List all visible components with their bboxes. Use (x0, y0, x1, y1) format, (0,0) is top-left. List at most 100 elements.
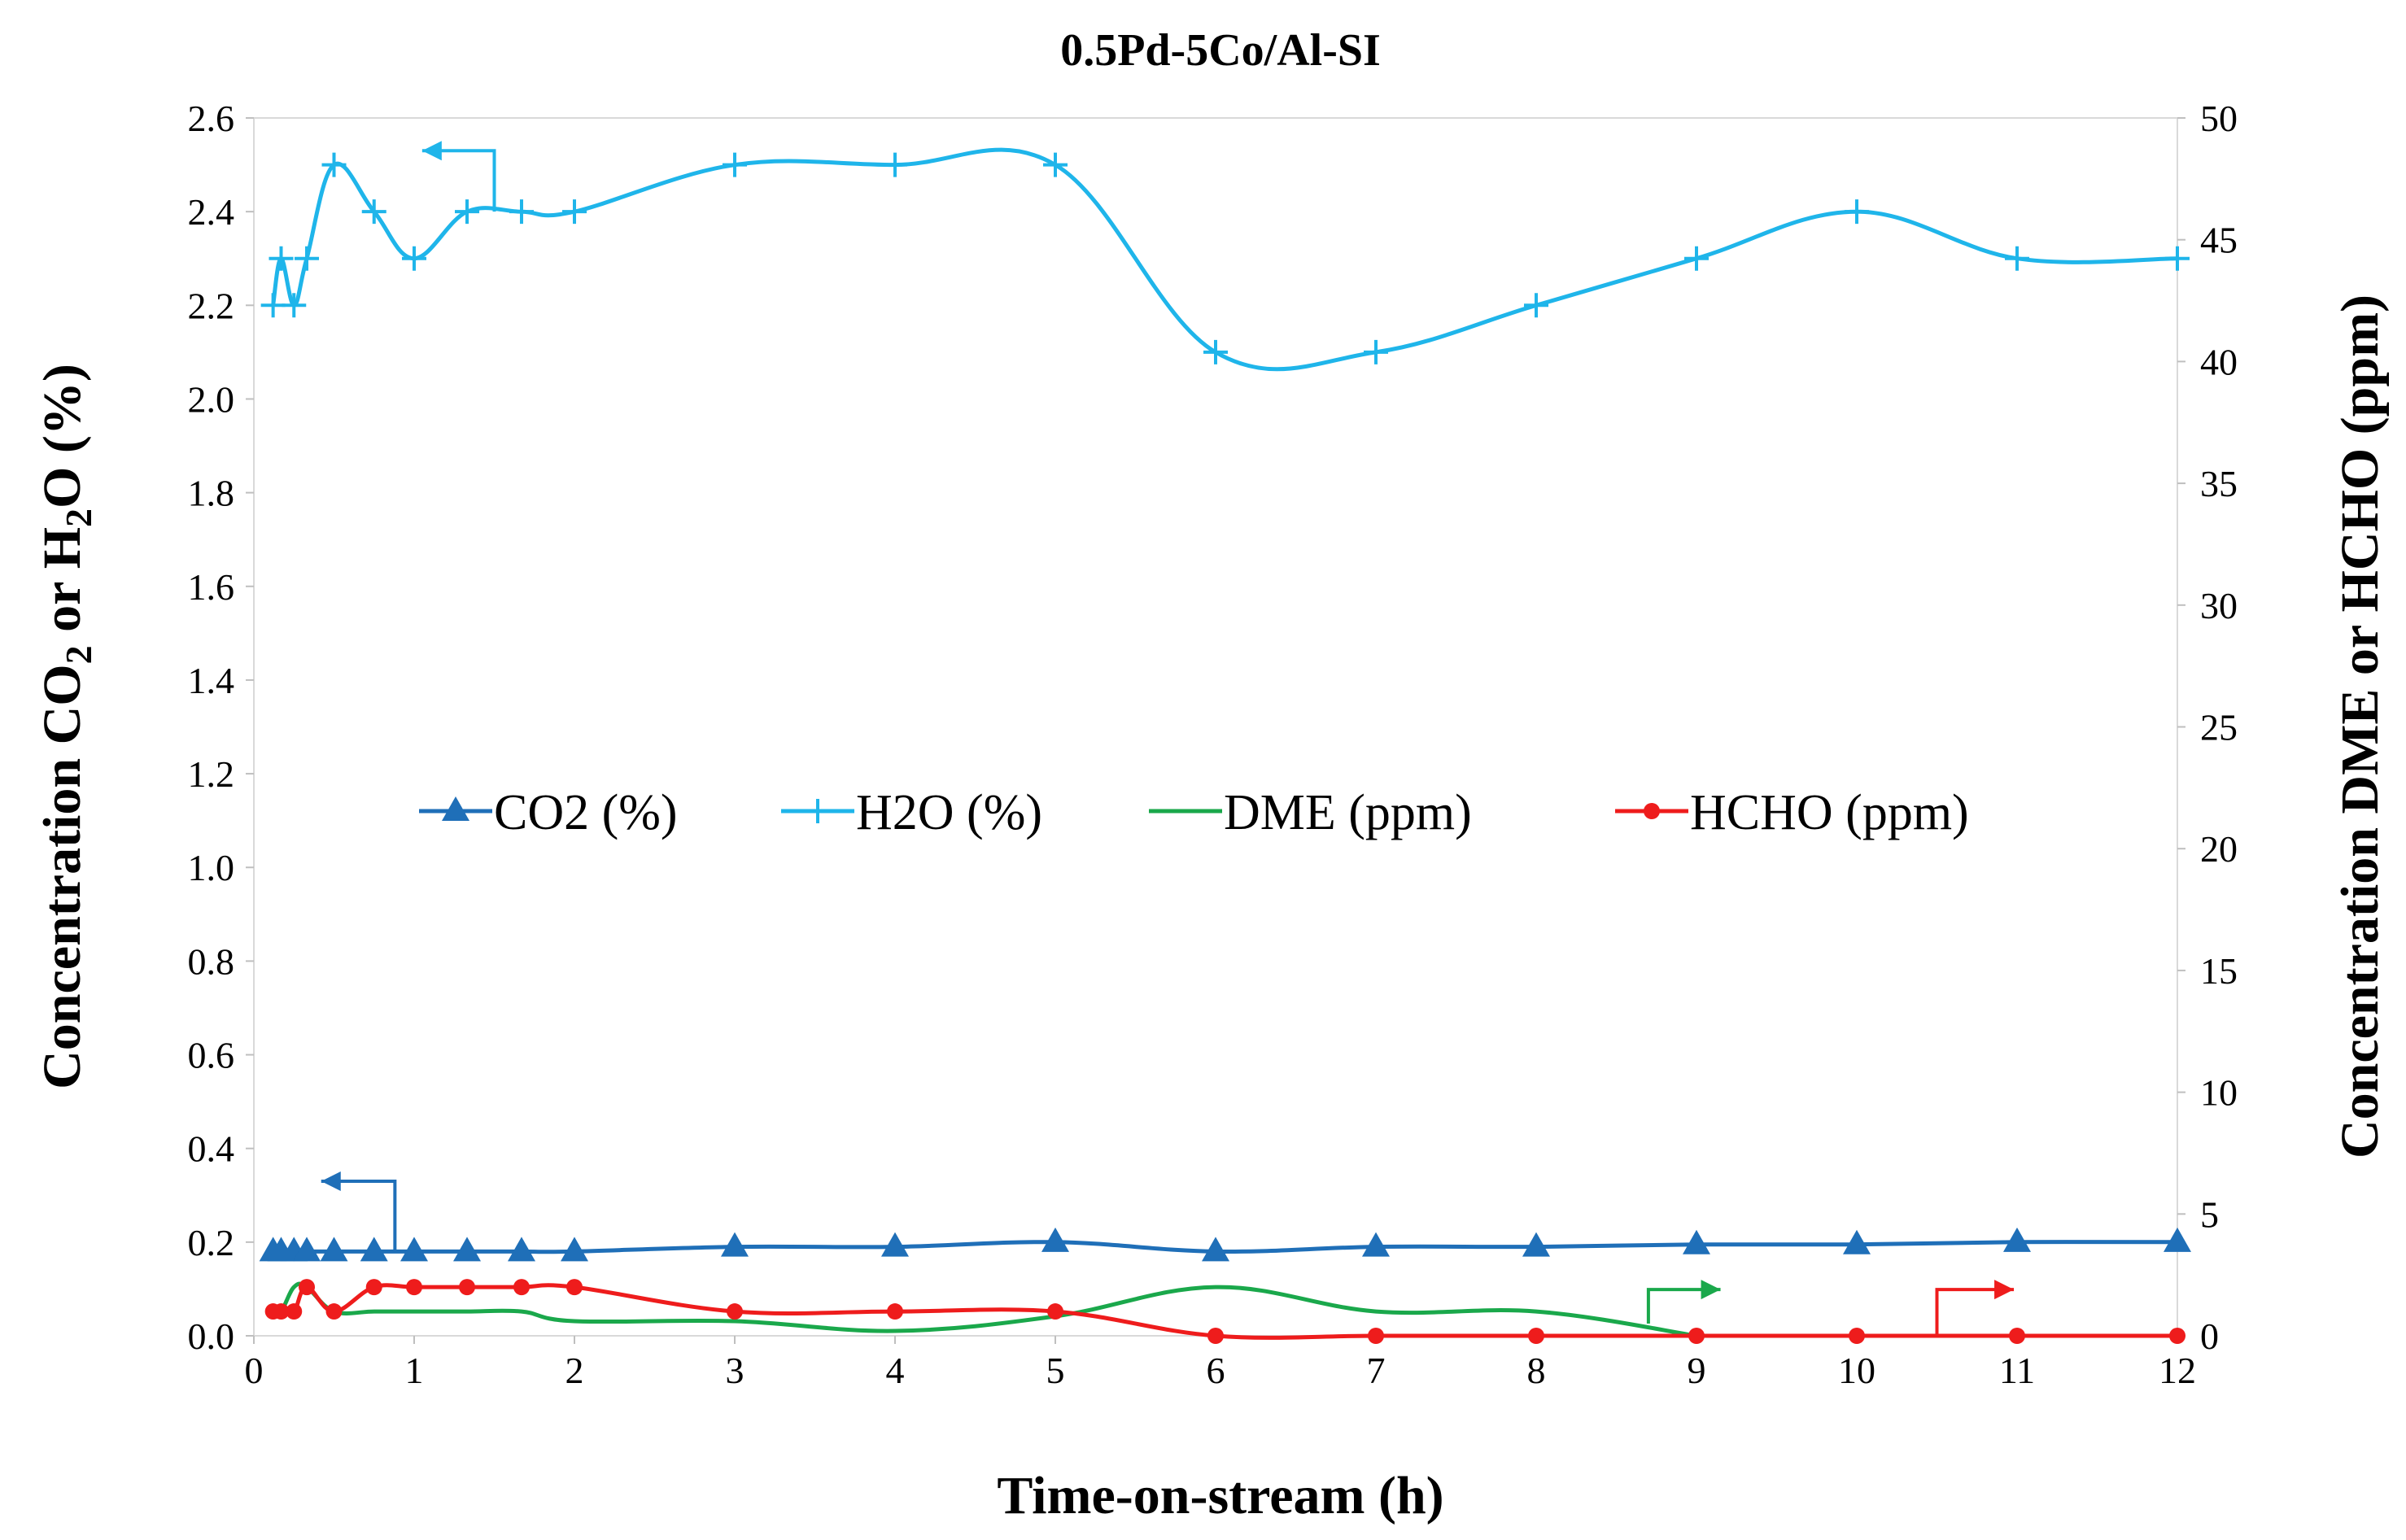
data-point (402, 246, 426, 271)
arrow-line (1935, 1288, 2015, 1336)
x-tick-label: 10 (1838, 1350, 1875, 1391)
y-left-tick-label: 1.2 (188, 753, 235, 795)
legend-marker (806, 799, 830, 823)
series-h2o (260, 147, 2190, 372)
arrow-line (421, 149, 496, 212)
data-point (1047, 1303, 1063, 1320)
data-point (1845, 199, 1869, 225)
arrow-head (421, 141, 442, 161)
data-point (1528, 1328, 1544, 1344)
annotation-layer (321, 141, 2015, 1336)
data-point (295, 246, 320, 271)
x-tick-label: 1 (405, 1350, 424, 1391)
x-tick-label: 9 (1688, 1350, 1706, 1391)
y-left-tick-label: 1.6 (188, 566, 235, 608)
data-point (507, 1237, 535, 1262)
y-axis-left-title: Concentration CO2 or H2O (%) (33, 364, 99, 1089)
legend-marker (442, 796, 469, 821)
axis-pointer-arrow (1935, 1280, 2015, 1336)
data-point (2169, 1328, 2185, 1344)
y-right-tick-label: 35 (2200, 463, 2238, 504)
data-point (1524, 293, 1548, 318)
legend-item: HCHO (ppm) (1615, 785, 1969, 840)
arrow-head (321, 1171, 341, 1191)
data-point (723, 152, 747, 177)
data-point (721, 1232, 749, 1257)
legend-item: DME (ppm) (1149, 785, 1472, 840)
data-point (1362, 1232, 1390, 1257)
y-right-tick-label: 50 (2200, 98, 2238, 139)
data-point (1364, 339, 1388, 364)
series-co2 (259, 1227, 2191, 1262)
y-left-tick-label: 1.8 (188, 473, 235, 514)
legend-marker (1644, 803, 1660, 819)
data-point (453, 1237, 482, 1262)
data-point (1849, 1328, 1865, 1344)
arrow-head (1994, 1280, 2015, 1300)
x-tick-label: 5 (1046, 1350, 1065, 1391)
y-right-tick-label: 20 (2200, 828, 2238, 870)
data-point (513, 1279, 530, 1296)
series-layer (259, 147, 2191, 1344)
data-point (1368, 1328, 1384, 1344)
data-point (1688, 1328, 1705, 1344)
axis-pointer-arrow (321, 1171, 397, 1252)
y-left-tick-label: 0.0 (188, 1315, 235, 1357)
y-right-tick-label: 25 (2200, 707, 2238, 748)
data-point (1522, 1232, 1550, 1257)
y-right-tick-label: 5 (2200, 1193, 2219, 1235)
x-tick-label: 7 (1367, 1350, 1386, 1391)
data-point (887, 1303, 903, 1320)
data-point (562, 199, 587, 225)
y-left-tick-label: 2.6 (188, 98, 235, 139)
data-point (360, 1237, 388, 1262)
data-point (1203, 339, 1228, 364)
legend: CO2 (%) H2O (%) DME (ppm) HCHO (ppm) (419, 785, 1969, 840)
axis-pointer-arrow (421, 141, 496, 212)
y-right-tick-label: 0 (2200, 1315, 2219, 1357)
y-right-tick-label: 40 (2200, 341, 2238, 382)
data-point (321, 152, 347, 177)
y-left-tick-label: 2.0 (188, 378, 235, 420)
series-line (273, 1240, 2178, 1254)
y-right-tick-label: 30 (2200, 585, 2238, 626)
series-line (273, 1283, 2177, 1340)
axis-pointer-arrow (1646, 1280, 1721, 1324)
y-left-tick-label: 0.8 (188, 940, 235, 982)
data-point (881, 1232, 909, 1257)
data-point (561, 1237, 588, 1262)
x-tick-label: 4 (886, 1350, 905, 1391)
arrow-line (321, 1180, 397, 1252)
data-point (455, 199, 480, 225)
x-tick-label: 11 (1999, 1350, 2035, 1391)
x-tick-label: 12 (2159, 1350, 2196, 1391)
data-point (1683, 1229, 1710, 1254)
chart-title: 0.5Pd-5Co/Al-SI (1060, 25, 1381, 76)
legend-item: H2O (%) (781, 785, 1042, 840)
data-point (2165, 246, 2190, 271)
data-point (286, 1303, 303, 1320)
data-point (2009, 1328, 2025, 1344)
x-tick-label: 3 (726, 1350, 745, 1391)
x-tick-label: 2 (565, 1350, 584, 1391)
x-tick-label: 6 (1207, 1350, 1225, 1391)
legend-item: CO2 (%) (419, 785, 678, 840)
plot-area (253, 117, 2178, 1337)
data-point (1684, 246, 1709, 271)
data-point (1207, 1328, 1224, 1344)
y-left-tick-label: 1.4 (188, 660, 235, 701)
series-line (271, 147, 2178, 372)
data-point (883, 152, 907, 177)
series-hcho (264, 1279, 2185, 1344)
data-point (293, 1237, 321, 1262)
data-point (1041, 1227, 1069, 1252)
x-axis: 0 1 2 3 4 5 6 7 8 9 10 11 12 (245, 1336, 2196, 1391)
y-left-tick-label: 0.2 (188, 1222, 235, 1263)
y-right-tick-label: 45 (2200, 220, 2238, 261)
data-point (2005, 246, 2029, 271)
y-right-tick-label: 15 (2200, 950, 2238, 992)
y-left-tick-label: 1.0 (188, 847, 235, 888)
arrow-head (1701, 1280, 1721, 1300)
data-point (1843, 1229, 1871, 1254)
